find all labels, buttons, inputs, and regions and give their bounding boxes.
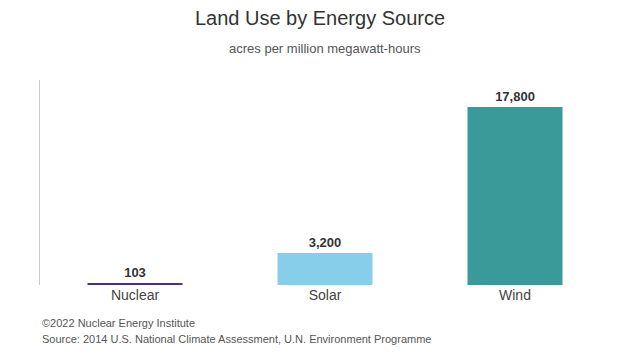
- svg-text:17,800: 17,800: [495, 89, 535, 104]
- svg-text:103: 103: [124, 265, 146, 280]
- svg-text:Wind: Wind: [499, 287, 531, 303]
- svg-text:Land Use by Energy Source: Land Use by Energy Source: [195, 7, 445, 29]
- svg-text:Nuclear: Nuclear: [111, 287, 160, 303]
- svg-text:3,200: 3,200: [309, 235, 342, 250]
- svg-text:acres per million megawatt-hou: acres per million megawatt-hours: [229, 41, 421, 56]
- svg-text:©2022 Nuclear Energy Institute: ©2022 Nuclear Energy Institute: [42, 317, 195, 329]
- svg-text:Source: 2014 U.S. National Cli: Source: 2014 U.S. National Climate Asses…: [42, 333, 431, 345]
- svg-text:Solar: Solar: [309, 287, 342, 303]
